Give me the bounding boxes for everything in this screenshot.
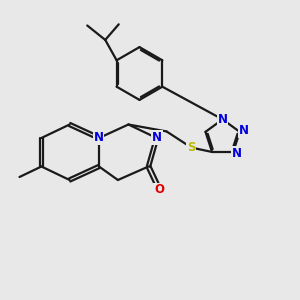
Text: N: N [152, 131, 162, 144]
Text: S: S [187, 141, 196, 154]
Text: N: N [93, 131, 103, 144]
Text: N: N [232, 147, 242, 160]
Text: N: N [238, 124, 249, 137]
Text: N: N [218, 113, 228, 126]
Text: O: O [154, 183, 164, 196]
